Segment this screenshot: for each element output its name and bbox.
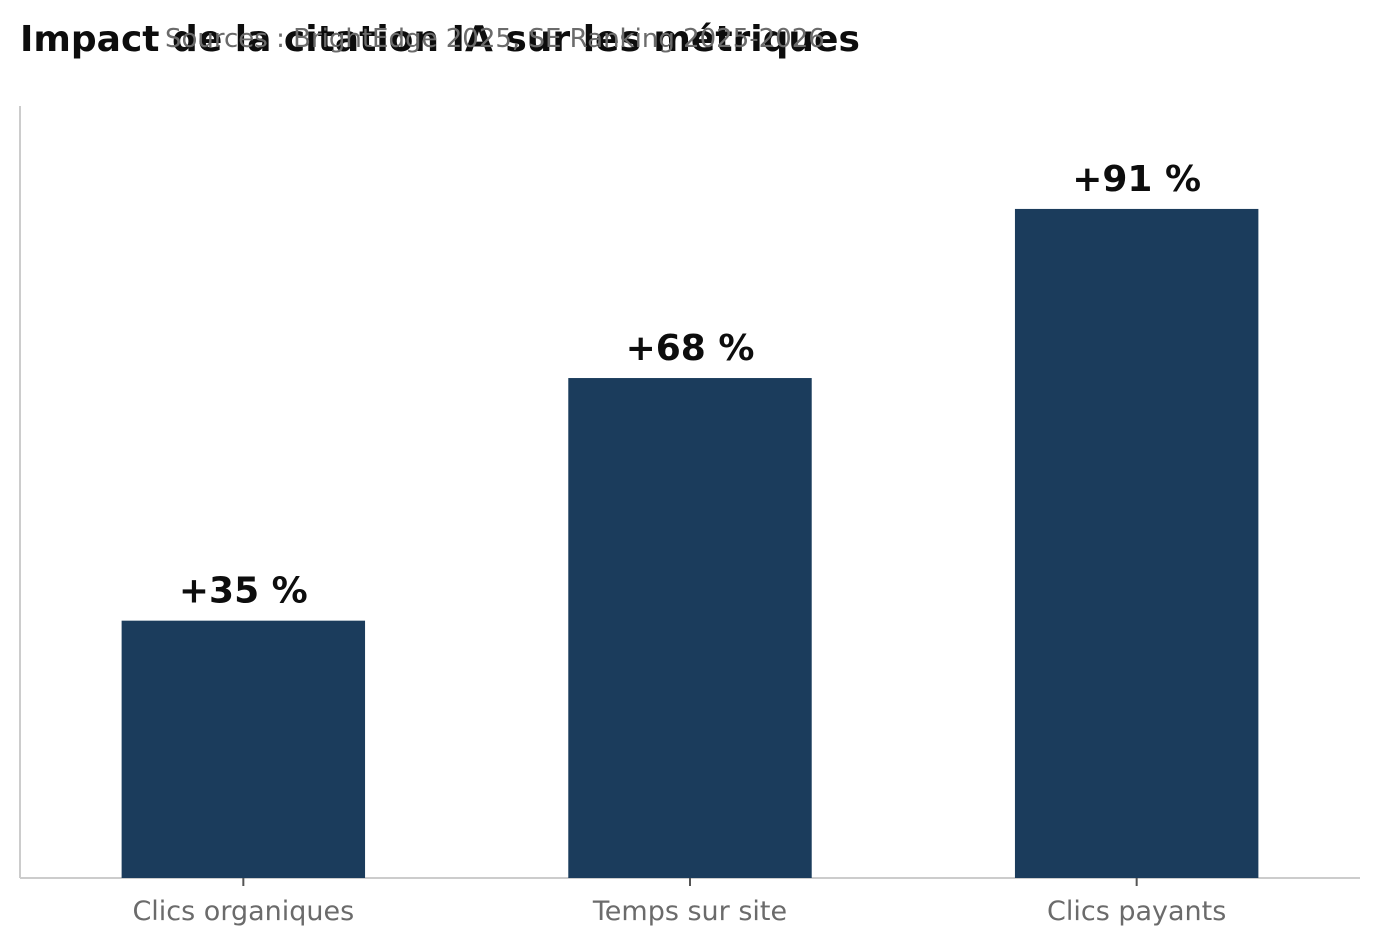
x-tick-label: Clics organiques	[132, 896, 354, 927]
bar	[1014, 208, 1259, 878]
x-axis-ticks: Clics organiques Temps sur site Clics paya…	[132, 878, 1226, 927]
x-tick-label: Temps sur site	[592, 896, 787, 927]
data-labels: +35 % +68 % +91 %	[179, 159, 1201, 612]
x-tick-label: Clics payants	[1047, 896, 1226, 927]
bar	[568, 378, 812, 878]
bars	[121, 208, 1259, 878]
chart-title: Impact de la citation IA sur les métriqu…	[20, 19, 860, 60]
data-label: +68 %	[626, 328, 755, 369]
chart-subtitle: Sources : BrightEdge 2025, SE Ranking 20…	[165, 24, 825, 54]
data-label: +91 %	[1072, 159, 1201, 200]
bar	[121, 620, 366, 878]
data-label: +35 %	[179, 571, 308, 612]
